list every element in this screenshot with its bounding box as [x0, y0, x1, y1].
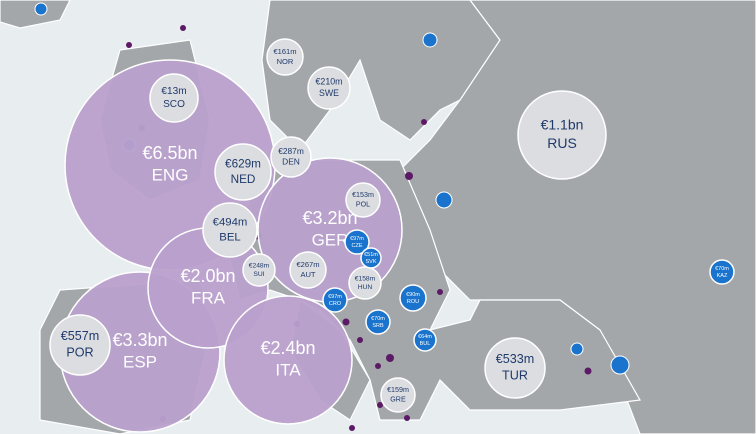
- bubble: [380, 377, 416, 413]
- bubble-amount: €97m: [328, 294, 342, 300]
- bubble-amount: €494m: [213, 217, 248, 229]
- bubble-amount: €153m: [352, 191, 374, 199]
- bubble-code: SRB: [372, 323, 384, 329]
- bubble-code: SCO: [163, 99, 185, 110]
- bubble-code: DEN: [282, 157, 300, 167]
- bubble-code: RUS: [547, 135, 577, 151]
- bubble-code: CZE: [352, 243, 363, 249]
- bubble-code: NED: [231, 173, 256, 186]
- bubble-amount: €248m: [249, 262, 270, 269]
- bubble-code: BEL: [219, 231, 240, 243]
- bubble-code: BUL: [420, 341, 431, 347]
- bubble-amount: €533m: [496, 352, 535, 366]
- bubble-amount: €90m: [406, 292, 420, 298]
- bubble-amount: €70m: [371, 316, 385, 322]
- bubble-amount: €2.4bn: [260, 338, 315, 358]
- bubble-code: ROU: [407, 299, 419, 305]
- bubble: [214, 143, 272, 201]
- bubble-amount: €2.0bn: [180, 266, 235, 286]
- bubble: [289, 251, 327, 289]
- bubble-amount: €267m: [296, 260, 319, 269]
- bubble: [348, 266, 382, 300]
- bubble-code: NOR: [277, 57, 294, 66]
- bubble-code: CRO: [329, 301, 342, 307]
- bubble-code: FRA: [191, 288, 226, 307]
- bubble: [223, 295, 353, 425]
- bubble: [345, 182, 381, 218]
- bubble-code: KAZ: [717, 273, 728, 279]
- bubble-amount: €64m: [418, 334, 432, 340]
- bubble-amount: €13m: [161, 86, 186, 97]
- bubble-code: ITA: [275, 360, 301, 379]
- blue-dots: [34, 2, 630, 375]
- bubble-code: GRE: [390, 396, 406, 404]
- bubble: [266, 38, 304, 76]
- bubble: [149, 73, 199, 123]
- bubble: [484, 337, 546, 399]
- bubble-amount: €3.3bn: [112, 330, 167, 350]
- bubble-code: ESP: [123, 352, 157, 371]
- bubble: [270, 136, 312, 178]
- bubble-code: ENG: [152, 165, 189, 184]
- bubble: [344, 229, 370, 255]
- bubble-amount: €287m: [278, 146, 304, 156]
- bubble: [413, 328, 437, 352]
- bubble-code: SVK: [365, 259, 376, 265]
- bubble: [49, 314, 111, 376]
- bubble-code: TUR: [502, 369, 528, 383]
- bubble: [709, 259, 735, 285]
- bubble-code: AUT: [300, 270, 315, 279]
- bubble-code: HUN: [358, 284, 373, 291]
- bubble-amount: €210m: [316, 77, 343, 87]
- bubble: [399, 284, 427, 312]
- bubble: [322, 287, 348, 313]
- bubble: [360, 247, 382, 269]
- bubble-amount: €158m: [355, 275, 376, 282]
- bubble-code: SWE: [319, 88, 339, 98]
- bubble-amount: €159m: [387, 386, 409, 394]
- bubble-code: POL: [356, 201, 370, 209]
- bubble-code: GER: [312, 230, 349, 249]
- bubbles: €6.5bn ENG €13m SCO €3.3bn ESP €2.0bn FRA €2.4bn…: [49, 38, 735, 433]
- bubble-amount: €557m: [61, 329, 100, 343]
- bubble-amount: €51m: [364, 252, 378, 258]
- bubble-amount: €161m: [273, 47, 296, 56]
- bubble-amount: €1.1bn: [541, 117, 584, 133]
- bubble-code: SUI: [253, 271, 264, 278]
- bubble: [202, 202, 258, 258]
- bubble: [242, 253, 276, 287]
- bubble-amount: €3.2bn: [302, 208, 357, 228]
- bubble: [365, 309, 391, 335]
- bubble: [307, 66, 351, 110]
- bubble: [517, 90, 607, 180]
- bubble-code: POR: [66, 346, 93, 360]
- bubble-amount: €70m: [715, 266, 729, 272]
- bubble-amount: €97m: [350, 236, 364, 242]
- bubble-amount: €6.5bn: [142, 143, 197, 163]
- bubble-amount: €629m: [225, 157, 261, 170]
